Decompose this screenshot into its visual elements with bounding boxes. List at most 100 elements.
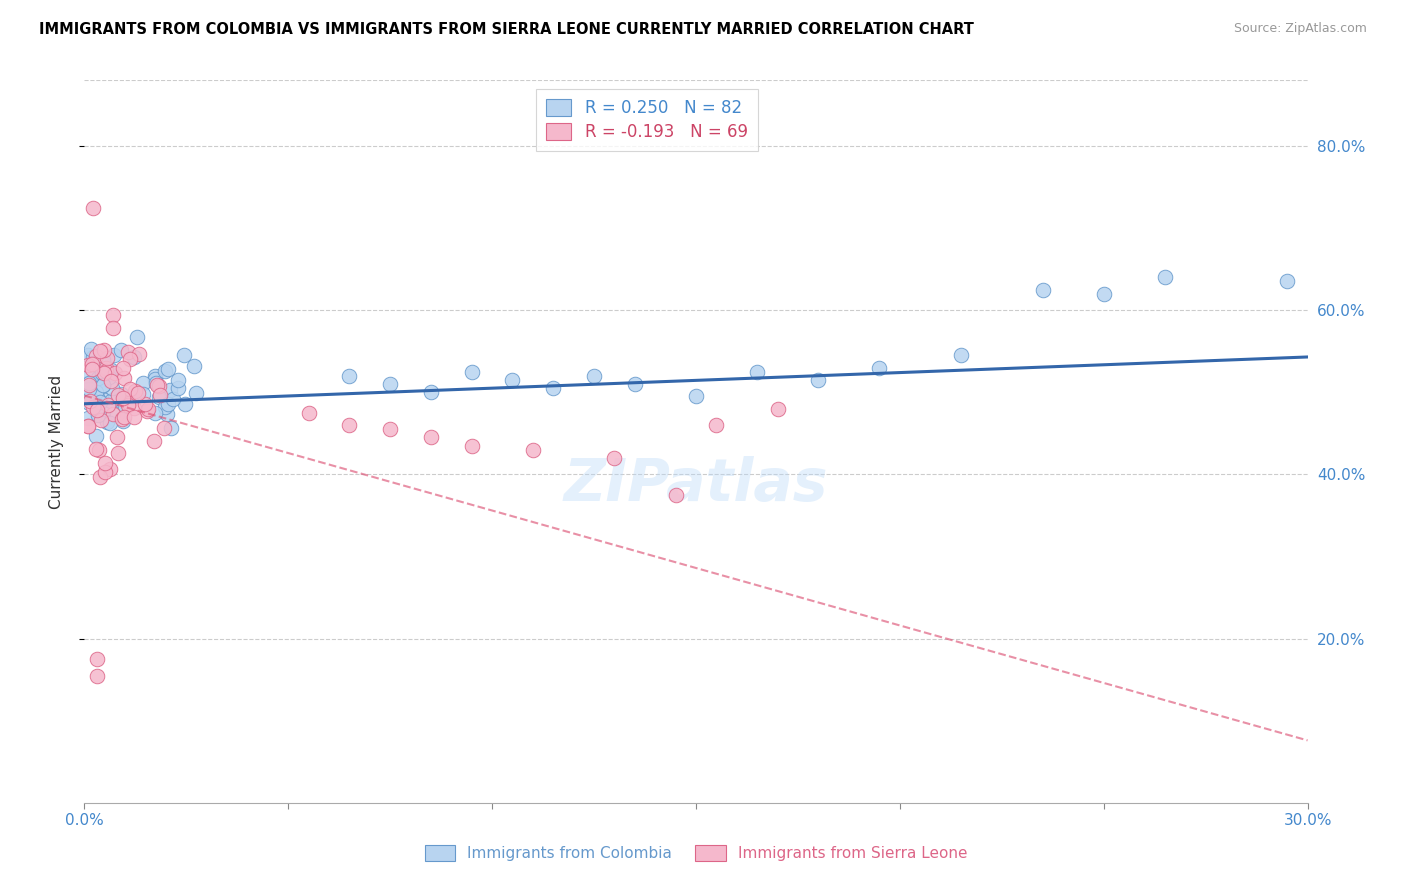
Point bbox=[94, 360, 117, 375]
Point bbox=[339, 368, 361, 383]
Point bbox=[77, 378, 100, 392]
Point bbox=[125, 387, 148, 401]
Point bbox=[522, 442, 544, 457]
Point bbox=[685, 389, 707, 403]
Point bbox=[603, 450, 626, 465]
Point bbox=[1032, 283, 1054, 297]
Point bbox=[104, 391, 127, 405]
Point bbox=[84, 384, 107, 399]
Point bbox=[583, 368, 606, 383]
Point bbox=[183, 359, 205, 374]
Point bbox=[105, 407, 128, 421]
Point bbox=[114, 399, 136, 413]
Point bbox=[77, 382, 100, 396]
Point bbox=[80, 343, 103, 357]
Point bbox=[82, 362, 104, 376]
Point bbox=[96, 351, 118, 365]
Point bbox=[543, 381, 565, 395]
Point bbox=[89, 344, 111, 359]
Point bbox=[143, 372, 166, 386]
Point bbox=[77, 411, 100, 425]
Point bbox=[104, 366, 127, 380]
Point bbox=[100, 363, 122, 377]
Point bbox=[156, 361, 179, 376]
Point bbox=[93, 366, 115, 380]
Point bbox=[162, 392, 184, 407]
Point bbox=[80, 392, 103, 407]
Point bbox=[77, 376, 100, 391]
Point bbox=[84, 442, 107, 457]
Point bbox=[77, 392, 100, 407]
Point bbox=[420, 430, 443, 444]
Point bbox=[380, 377, 402, 392]
Point bbox=[136, 401, 159, 416]
Point bbox=[174, 397, 197, 411]
Point bbox=[112, 370, 135, 384]
Point bbox=[173, 348, 195, 362]
Point bbox=[502, 373, 524, 387]
Point bbox=[97, 369, 120, 384]
Point bbox=[298, 406, 321, 420]
Point bbox=[706, 418, 728, 433]
Point bbox=[127, 385, 149, 400]
Point bbox=[111, 412, 134, 426]
Point bbox=[807, 373, 830, 387]
Point bbox=[167, 381, 190, 395]
Point bbox=[98, 367, 121, 381]
Point bbox=[1277, 275, 1299, 289]
Point bbox=[86, 668, 108, 682]
Point bbox=[1154, 270, 1177, 285]
Point bbox=[153, 421, 176, 435]
Point bbox=[98, 462, 121, 476]
Point bbox=[122, 401, 145, 416]
Point bbox=[148, 390, 170, 404]
Point bbox=[461, 439, 484, 453]
Point bbox=[87, 408, 110, 422]
Point bbox=[117, 398, 139, 412]
Point bbox=[143, 434, 166, 449]
Point bbox=[156, 396, 179, 410]
Point bbox=[111, 414, 134, 428]
Point bbox=[766, 401, 789, 416]
Point bbox=[128, 347, 150, 361]
Point bbox=[86, 390, 108, 404]
Point bbox=[186, 385, 208, 400]
Point bbox=[86, 371, 108, 385]
Point bbox=[107, 430, 129, 444]
Point bbox=[77, 348, 100, 362]
Point bbox=[112, 392, 135, 406]
Point bbox=[420, 385, 443, 400]
Text: ZIPatlas: ZIPatlas bbox=[564, 457, 828, 514]
Point bbox=[90, 413, 112, 427]
Point bbox=[82, 201, 104, 215]
Point bbox=[94, 456, 117, 470]
Point bbox=[101, 407, 124, 421]
Point bbox=[101, 320, 124, 334]
Point bbox=[91, 353, 114, 368]
Point bbox=[110, 386, 132, 401]
Point bbox=[166, 373, 188, 387]
Y-axis label: Currently Married: Currently Married bbox=[49, 375, 63, 508]
Point bbox=[101, 381, 124, 395]
Legend: Immigrants from Colombia, Immigrants from Sierra Leone: Immigrants from Colombia, Immigrants fro… bbox=[419, 839, 973, 867]
Point bbox=[125, 329, 148, 343]
Point bbox=[124, 384, 146, 398]
Point bbox=[98, 416, 121, 430]
Point bbox=[103, 308, 125, 322]
Point bbox=[82, 377, 104, 392]
Point bbox=[91, 366, 114, 380]
Point bbox=[145, 369, 167, 384]
Point bbox=[82, 400, 104, 414]
Point bbox=[117, 344, 139, 359]
Point bbox=[77, 418, 100, 433]
Point bbox=[134, 397, 156, 411]
Point bbox=[100, 393, 122, 408]
Point bbox=[93, 343, 115, 358]
Point bbox=[159, 421, 181, 435]
Point bbox=[110, 343, 132, 357]
Point bbox=[153, 364, 176, 378]
Point bbox=[107, 446, 129, 460]
Point bbox=[84, 429, 107, 443]
Point bbox=[91, 378, 114, 392]
Point bbox=[1092, 286, 1115, 301]
